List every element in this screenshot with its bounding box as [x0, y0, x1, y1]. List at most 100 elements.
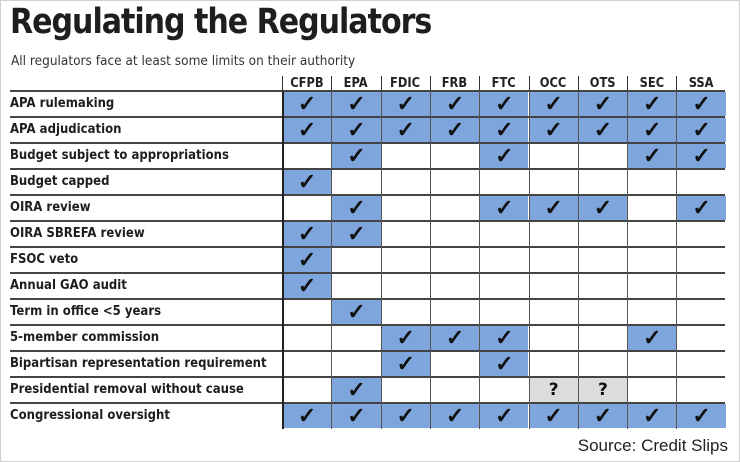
column-header-epa: EPA	[331, 72, 380, 91]
check-icon: ✓	[332, 299, 381, 324]
empty-cell	[382, 378, 430, 402]
empty-cell	[480, 274, 528, 298]
row-divider	[10, 376, 725, 378]
check-icon: ✓	[283, 403, 332, 428]
empty-cell	[677, 300, 725, 324]
check-icon: ✓	[381, 351, 430, 376]
empty-cell	[530, 170, 578, 194]
empty-cell	[677, 326, 725, 350]
check-icon: ✓	[381, 325, 430, 350]
empty-cell	[628, 196, 676, 220]
check-icon: ✓	[381, 403, 430, 428]
check-icon: ✓	[381, 91, 430, 116]
check-icon: ✓	[283, 247, 332, 272]
empty-cell	[530, 300, 578, 324]
chart-subtitle: All regulators face at least some limits…	[11, 53, 356, 69]
column-divider	[676, 91, 678, 429]
check-icon: ✓	[578, 91, 628, 116]
empty-cell	[579, 222, 627, 246]
check-icon: ✓	[283, 273, 332, 298]
column-header-label: OTS	[589, 76, 616, 91]
header-separator	[479, 76, 481, 91]
column-header-label: SEC	[639, 76, 664, 91]
unknown-mark: ?	[578, 378, 628, 402]
row-label: Term in office <5 years	[10, 304, 162, 319]
empty-cell	[677, 274, 725, 298]
check-icon: ✓	[430, 325, 480, 350]
empty-cell	[677, 248, 725, 272]
empty-cell	[628, 378, 676, 402]
row-divider	[10, 116, 725, 118]
row-divider	[10, 402, 725, 404]
check-icon: ✓	[332, 91, 381, 116]
check-icon: ✓	[332, 403, 381, 428]
empty-cell	[677, 378, 725, 402]
check-icon: ✓	[381, 117, 430, 142]
empty-cell	[283, 326, 331, 350]
empty-cell	[382, 144, 430, 168]
check-icon: ✓	[430, 403, 480, 428]
column-divider	[528, 91, 530, 429]
empty-cell	[283, 352, 331, 376]
check-icon: ✓	[480, 325, 529, 350]
column-header-frb: FRB	[430, 72, 479, 91]
column-header-label: FDIC	[390, 76, 421, 91]
check-icon: ✓	[332, 195, 381, 220]
column-header-fdic: FDIC	[381, 72, 430, 91]
header-separator	[676, 76, 678, 91]
column-header-ssa: SSA	[676, 72, 725, 91]
check-icon: ✓	[332, 143, 381, 168]
empty-cell	[628, 222, 676, 246]
check-icon: ✓	[578, 403, 628, 428]
empty-cell	[480, 248, 528, 272]
unknown-mark: ?	[529, 378, 578, 402]
empty-cell	[431, 378, 479, 402]
column-divider	[577, 91, 579, 429]
empty-cell	[579, 352, 627, 376]
empty-cell	[579, 326, 627, 350]
check-icon: ✓	[529, 403, 578, 428]
chart-title: Regulating the Regulators	[10, 2, 432, 42]
check-icon: ✓	[480, 91, 529, 116]
check-icon: ✓	[628, 403, 677, 428]
check-icon: ✓	[529, 195, 578, 220]
column-header-label: CFPB	[289, 76, 324, 91]
empty-cell	[579, 274, 627, 298]
check-icon: ✓	[480, 403, 529, 428]
row-divider	[10, 246, 725, 248]
empty-cell	[530, 222, 578, 246]
empty-cell	[677, 222, 725, 246]
check-icon: ✓	[430, 91, 480, 116]
column-divider	[282, 91, 284, 429]
check-icon: ✓	[578, 117, 628, 142]
empty-cell	[382, 196, 430, 220]
empty-cell	[431, 274, 479, 298]
empty-cell	[579, 170, 627, 194]
empty-cell	[628, 248, 676, 272]
column-header-label: FRB	[441, 76, 468, 91]
column-header-ots: OTS	[578, 72, 627, 91]
empty-cell	[332, 248, 380, 272]
empty-cell	[480, 378, 528, 402]
row-divider	[10, 272, 725, 274]
check-icon: ✓	[628, 325, 677, 350]
check-icon: ✓	[332, 221, 381, 246]
column-header-label: FTC	[491, 76, 516, 91]
column-divider	[331, 91, 333, 429]
column-header-ftc: FTC	[479, 72, 528, 91]
empty-cell	[431, 222, 479, 246]
column-header-label: OCC	[539, 76, 567, 91]
empty-cell	[382, 300, 430, 324]
row-label: OIRA review	[10, 200, 91, 215]
empty-cell	[480, 170, 528, 194]
row-divider	[10, 220, 725, 222]
empty-cell	[530, 274, 578, 298]
row-divider	[10, 298, 725, 300]
column-header-sec: SEC	[627, 72, 676, 91]
column-header-label: SSA	[688, 76, 714, 91]
empty-cell	[579, 248, 627, 272]
check-icon: ✓	[529, 91, 578, 116]
empty-cell	[382, 248, 430, 272]
row-label: APA rulemaking	[10, 96, 115, 111]
row-label: Presidential removal without cause	[10, 382, 244, 397]
